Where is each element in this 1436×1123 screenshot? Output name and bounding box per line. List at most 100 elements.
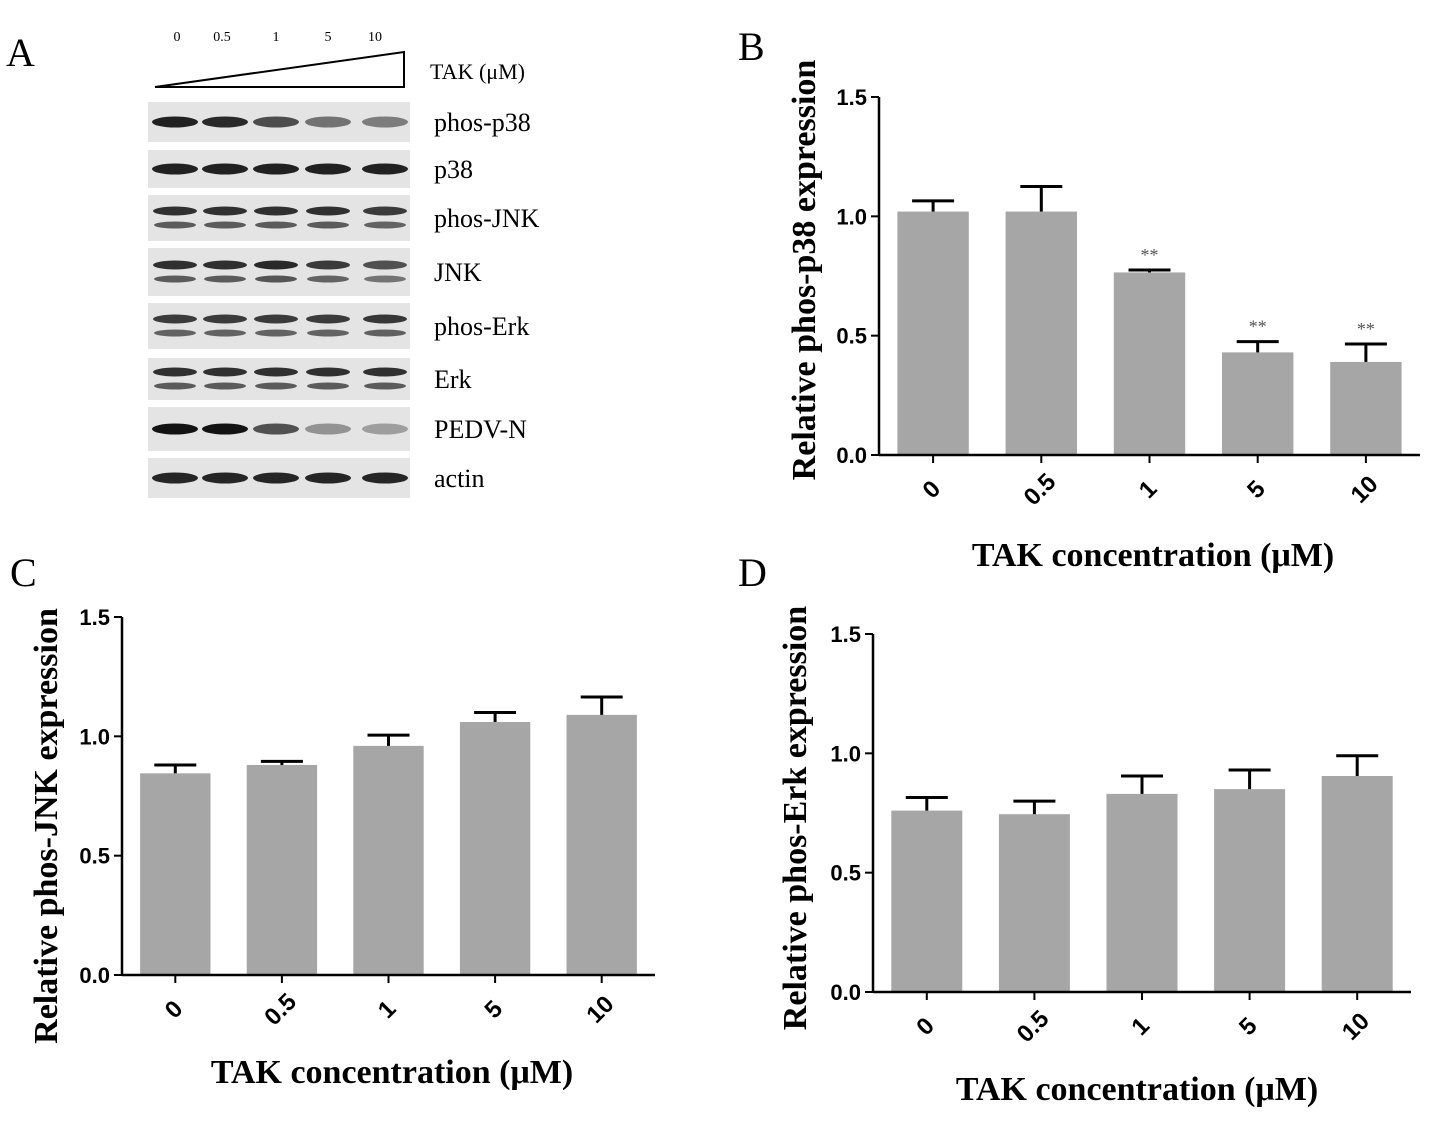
band-p38 (202, 163, 248, 175)
band-phos-jnk-lower (255, 221, 297, 229)
band-erk-upper (203, 367, 247, 377)
band-phos-erk-upper (306, 314, 350, 324)
lane-label-4: 10 (368, 30, 382, 45)
x-tick-label: 10 (1346, 471, 1384, 509)
x-tick-label: 1 (373, 995, 402, 1024)
significance-marker: ** (1357, 319, 1375, 339)
bar (353, 745, 424, 975)
bar (1005, 211, 1078, 455)
band-label: Erk (434, 365, 472, 394)
band-actin (305, 472, 351, 484)
band-erk-lower (307, 382, 349, 390)
band-phos-erk-lower (204, 329, 246, 337)
blot-strip-phos-erk (148, 303, 410, 349)
chart-d: 0 0.5 1 5 10 0.0 0.5 1.0 1.5 Relative phos-Erk ex… (777, 606, 1411, 1108)
band-phos-jnk-upper (203, 206, 247, 216)
band-phos-p38 (253, 116, 299, 128)
band-actin (202, 472, 248, 484)
bar (1113, 272, 1186, 455)
band-p38 (152, 163, 198, 175)
band-phos-erk-upper (254, 314, 298, 324)
panel-letter-c: C (10, 550, 37, 595)
blot-strips: phos-p38 p38 phos-JNK JNK phos-Erk Erk PEDV-N a… (148, 102, 540, 498)
bar (1106, 793, 1178, 992)
concentration-gradient-wedge (154, 50, 405, 88)
band-label: phos-Erk (434, 312, 529, 341)
band-phos-erk-lower (255, 329, 297, 337)
band-phos-erk-upper (203, 314, 247, 324)
band-erk-upper (153, 367, 197, 377)
band-pedv-n (202, 423, 248, 435)
band-erk-lower (154, 382, 196, 390)
bar (1221, 352, 1294, 455)
band-phos-jnk-upper (153, 206, 197, 216)
bar (1214, 789, 1286, 992)
band-erk-lower (364, 382, 406, 390)
x-tick-label: 1 (1126, 1012, 1155, 1041)
band-label: phos-JNK (434, 204, 540, 233)
band-jnk-lower (255, 275, 297, 283)
band-jnk-upper (203, 260, 247, 270)
band-jnk-upper (254, 260, 298, 270)
band-phos-jnk-upper (306, 206, 350, 216)
blot-strip-erk (148, 358, 410, 400)
x-tick-label: 0.5 (1012, 1005, 1055, 1048)
y-tick-label: 1.5 (79, 605, 110, 630)
bar (140, 773, 211, 975)
band-label: actin (434, 464, 485, 493)
western-blot: 0 0.5 1 5 10 TAK (μM) phos-p38 p38 phos-JN… (148, 30, 540, 498)
band-label: p38 (434, 155, 473, 184)
band-pedv-n (253, 423, 299, 435)
band-actin (152, 472, 198, 484)
band-phos-jnk-lower (364, 221, 406, 229)
x-axis-title: TAK concentration (μM) (972, 537, 1334, 574)
x-tick-label: 5 (1242, 475, 1271, 504)
x-axis-title: TAK concentration (μM) (956, 1071, 1318, 1108)
band-erk-upper (306, 367, 350, 377)
bar (459, 722, 531, 975)
y-tick-label: 1.0 (836, 204, 867, 229)
x-tick-label: 0 (911, 1012, 940, 1041)
band-phos-jnk-lower (307, 221, 349, 229)
x-tick-label: 1 (1134, 475, 1163, 504)
x-tick-label: 5 (1234, 1012, 1263, 1041)
band-jnk-upper (153, 260, 197, 270)
y-axis-title: Relative phos-p38 expression (786, 60, 823, 481)
panel-letter-d: D (738, 550, 767, 595)
band-pedv-n (152, 423, 198, 435)
band-phos-erk-lower (364, 329, 406, 337)
band-phos-erk-lower (307, 329, 349, 337)
y-tick-label: 1.5 (836, 85, 867, 110)
band-erk-lower (204, 382, 246, 390)
band-erk-lower (255, 382, 297, 390)
x-tick-label: 0.5 (259, 988, 302, 1031)
lane-label-3: 5 (325, 30, 332, 45)
band-p38 (253, 163, 299, 175)
band-phos-erk-upper (153, 314, 197, 324)
x-tick-label: 10 (581, 991, 619, 1029)
band-erk-upper (254, 367, 298, 377)
band-actin (362, 472, 408, 484)
x-tick-label: 0.5 (1019, 468, 1062, 511)
significance-marker: ** (1141, 245, 1159, 265)
chart-c: 0 0.5 1 5 10 0.0 0.5 1.0 1.5 Relative phos-JNK ex… (28, 605, 655, 1091)
band-label: JNK (434, 258, 482, 287)
band-pedv-n (305, 423, 351, 435)
band-phos-jnk-upper (254, 206, 298, 216)
band-p38 (305, 163, 351, 175)
panel-letter-a: A (6, 30, 35, 75)
bar (998, 814, 1070, 992)
chart-b: 0 0.5 ** 1 ** 5 ** 10 0.0 0.5 1.0 1.5 Relative phos-… (786, 60, 1420, 574)
band-jnk-lower (364, 275, 406, 283)
treatment-label: TAK (μM) (430, 59, 525, 84)
band-phos-p38 (362, 116, 408, 128)
band-label: PEDV-N (434, 415, 527, 444)
blot-strip-jnk (148, 248, 410, 296)
y-tick-label: 0.5 (79, 844, 110, 869)
bar (1321, 776, 1393, 992)
y-axis-title: Relative phos-Erk expression (777, 606, 814, 1030)
band-phos-p38 (152, 116, 198, 128)
x-tick-label: 0 (160, 995, 189, 1024)
